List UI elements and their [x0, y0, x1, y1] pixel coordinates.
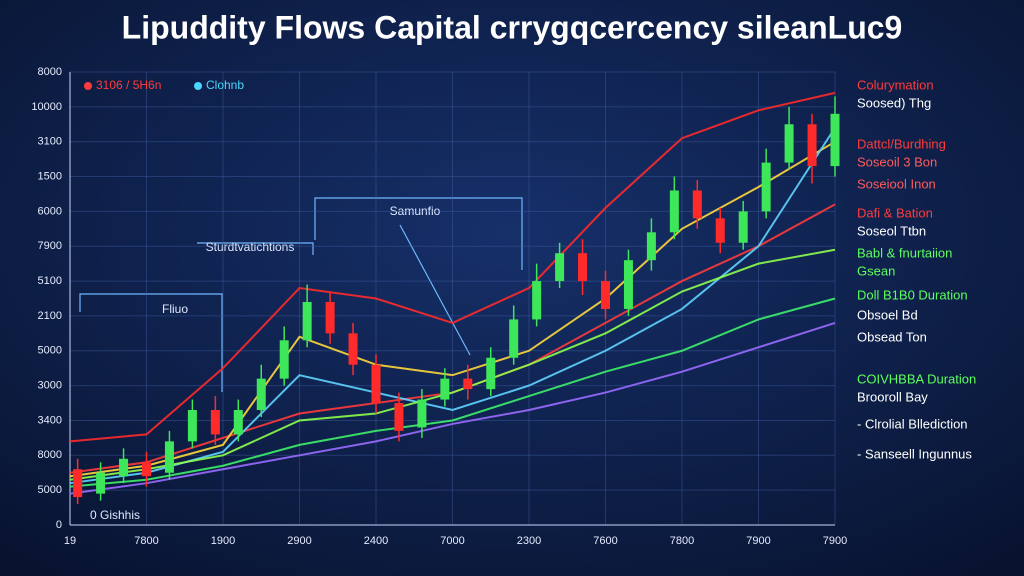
candle-body	[578, 253, 588, 282]
legend-swatch	[84, 82, 92, 90]
candle-body	[761, 162, 771, 212]
x-tick-label: 7000	[440, 535, 464, 547]
series-line	[69, 297, 836, 488]
callout	[197, 242, 314, 255]
x-tick-label: 7800	[134, 535, 158, 547]
side-label: Obsoel Bd	[857, 307, 918, 322]
candle-body	[256, 378, 266, 411]
side-label: COIVHBBA Duration	[857, 371, 976, 386]
y-tick-label: 3400	[38, 414, 62, 426]
candle-body	[830, 113, 840, 167]
callout	[399, 224, 471, 356]
y-tick-label: 1500	[38, 170, 62, 182]
candle-body	[463, 378, 473, 390]
series-line	[69, 140, 836, 478]
y-tick-label: 5000	[38, 345, 62, 357]
x-tick-label: 1900	[211, 535, 235, 547]
candle-body	[646, 232, 656, 261]
candle-body	[302, 301, 312, 341]
x-tick-label: 7900	[746, 535, 770, 547]
y-tick-label: 3100	[38, 136, 62, 148]
annotation: Samunfio	[390, 204, 441, 218]
candle-body	[623, 260, 633, 309]
candle-body	[394, 403, 404, 431]
annotation-boxes	[79, 197, 523, 392]
candle-body	[210, 410, 220, 435]
candle-body	[96, 472, 106, 494]
candle-body	[784, 124, 794, 163]
candle-body	[279, 340, 289, 379]
y-tick-label: 10000	[31, 101, 62, 113]
x-tick-label: 19	[64, 535, 76, 547]
candle-body	[509, 319, 519, 358]
side-label: Soseoil 3 Bon	[857, 154, 937, 169]
series-line	[69, 321, 836, 495]
candle-body	[669, 190, 679, 233]
x-tick-label: 2400	[364, 535, 388, 547]
y-tick-label: 2100	[38, 310, 62, 322]
candle-body	[738, 211, 748, 243]
candle-body	[692, 190, 702, 219]
annotation: Sturdtvatichtions	[206, 240, 295, 254]
candle-body	[325, 301, 335, 334]
side-label: Obsead Ton	[857, 329, 927, 344]
candle-body	[348, 333, 358, 365]
x-tick-label: 7900	[823, 535, 847, 547]
legend-swatch	[194, 82, 202, 90]
series-line	[69, 127, 836, 485]
x-tick-label: 7600	[593, 535, 617, 547]
candle-body	[417, 399, 427, 428]
candle-body	[187, 410, 197, 442]
side-label: Brooroll Bay	[857, 389, 928, 404]
annotation: Fliuo	[162, 302, 188, 316]
legend-label: Clohnb	[206, 78, 244, 92]
chart-title: Lipuddity Flows Capital crrygqcercency s…	[122, 9, 903, 45]
series-line	[69, 91, 836, 443]
side-label: Soseiool Inon	[857, 176, 936, 191]
candle-body	[142, 462, 151, 477]
side-label: - Clrolial Bllediction	[857, 416, 968, 431]
y-tick-label: 0	[56, 519, 62, 531]
candle-body	[486, 357, 496, 390]
side-label: Doll B1B0 Duration	[857, 287, 968, 302]
candle-body	[532, 281, 542, 320]
legend-label: 3106 / 5H6n	[96, 78, 161, 92]
y-tick-label: 8000	[38, 66, 62, 78]
candle-body	[371, 364, 381, 404]
annotation: 0 Gishhis	[90, 508, 140, 522]
side-label: - Sanseell Ingunnus	[857, 446, 972, 461]
y-tick-label: 7900	[38, 240, 62, 252]
y-tick-label: 3000	[38, 380, 62, 392]
side-label: Soseol Ttbn	[857, 223, 926, 238]
candle-body	[601, 281, 610, 309]
side-label: Dattcl/Burdhing	[857, 136, 946, 151]
side-label: Colurymation	[857, 77, 934, 92]
y-tick-label: 6000	[38, 205, 62, 217]
candle-body	[119, 458, 129, 477]
x-tick-label: 7800	[670, 535, 694, 547]
callout	[314, 197, 523, 270]
callout	[79, 293, 223, 392]
y-tick-label: 5000	[38, 484, 62, 496]
candle-body	[807, 124, 817, 167]
y-tick-label: 5100	[38, 275, 62, 287]
side-label: Gsean	[857, 263, 895, 278]
side-label: Dafi & Bation	[857, 205, 933, 220]
candle-body	[555, 253, 565, 282]
series-line	[69, 248, 836, 481]
candle-body	[440, 378, 450, 400]
candle-body	[233, 410, 243, 435]
side-label: Soosed) Thg	[857, 95, 931, 110]
y-tick-label: 8000	[38, 449, 62, 461]
x-tick-label: 2900	[287, 535, 311, 547]
candle-body	[715, 218, 725, 243]
candle-body	[164, 441, 174, 473]
candle-body	[73, 469, 83, 498]
side-label: Babl & fnurtaiion	[857, 245, 952, 260]
x-tick-label: 2300	[517, 535, 541, 547]
